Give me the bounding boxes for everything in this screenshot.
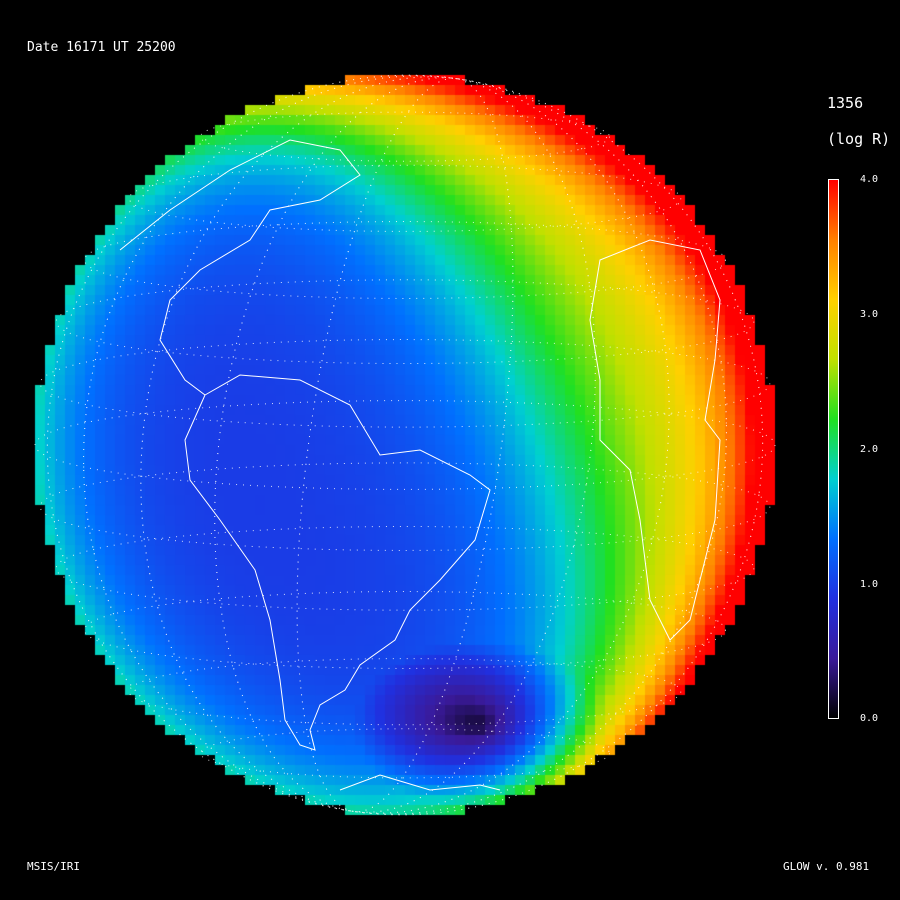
date-label: Date 16171 [27, 40, 106, 55]
colorbar-tick: 0.0 [860, 713, 879, 724]
ut-label: UT 25200 [113, 40, 176, 55]
colorbar-tick: 1.0 [860, 579, 879, 590]
colorbar [828, 179, 839, 719]
colorbar-units: (log R) [827, 130, 891, 148]
colorbar-tick: 3.0 [860, 309, 879, 320]
model-label: MSIS/IRI [27, 860, 80, 873]
colorbar-wavelength: 1356 [827, 94, 864, 112]
colorbar-tick: 4.0 [860, 174, 879, 185]
colorbar-tick: 2.0 [860, 444, 879, 455]
version-label: GLOW v. 0.981 [783, 860, 870, 873]
